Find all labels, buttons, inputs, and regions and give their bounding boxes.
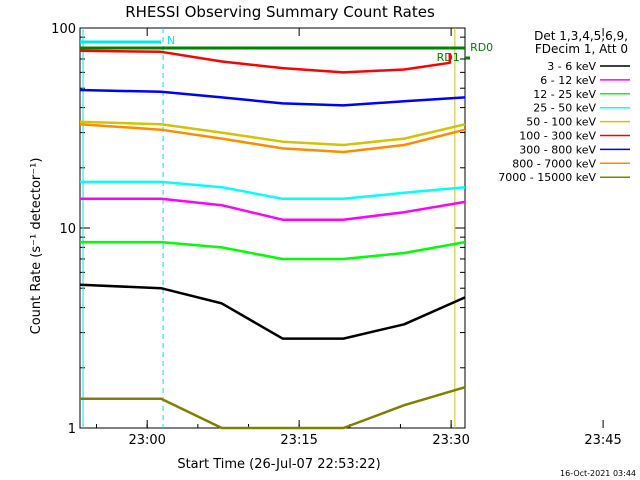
- series-line: [79, 120, 466, 147]
- x-tick-label: 23:30: [432, 433, 469, 448]
- legend-entry-label: 800 - 7000 keV: [512, 157, 596, 170]
- x-axis-label: Start Time (26-Jul-07 22:53:22): [177, 457, 380, 472]
- y-tick-label: 10: [59, 222, 76, 237]
- x-tick-label: 23:15: [280, 433, 317, 448]
- legend-entry-label: 50 - 100 keV: [526, 116, 596, 129]
- legend-entry-label: 3 - 6 keV: [547, 60, 596, 73]
- series-line: [80, 386, 466, 430]
- y-tick-label: 1: [68, 422, 76, 437]
- legend: Det 1,3,4,5,6,9, FDecim 1, Att 0 3 - 6 k…: [498, 29, 630, 184]
- y-tick-label: 100: [51, 22, 76, 37]
- y-axis-label: Count Rate (s⁻¹ detector⁻¹): [29, 158, 44, 335]
- x-tick-label: 23:00: [128, 433, 165, 448]
- legend-entry-label: 7000 - 15000 keV: [498, 171, 596, 184]
- flag-label-rd0: RD0: [470, 41, 493, 54]
- footer-date: 16-Oct-2021 03:44: [560, 469, 636, 478]
- legend-entry-label: 100 - 300 keV: [519, 130, 596, 143]
- series-line: [79, 88, 466, 107]
- legend-entry-label: 300 - 800 keV: [519, 143, 596, 156]
- series-line: [79, 49, 452, 74]
- series-line: [80, 180, 466, 201]
- legend-entry-label: 25 - 50 keV: [533, 102, 596, 115]
- plot-border: [79, 27, 466, 429]
- legend-header-line-1: Det 1,3,4,5,6,9,: [534, 29, 628, 43]
- series-line: [80, 197, 466, 221]
- series-line: [79, 283, 466, 340]
- legend-entry-label: 6 - 12 keV: [540, 74, 596, 87]
- chart-title: RHESSI Observing Summary Count Rates: [125, 3, 435, 21]
- series-line: [79, 123, 466, 154]
- plot-frame: [79, 27, 466, 429]
- series-lines: [79, 49, 466, 430]
- flag-label-n: N: [167, 34, 175, 47]
- legend-entry-label: 12 - 25 keV: [533, 88, 596, 101]
- x-tick-label: 23:45: [584, 433, 621, 448]
- period-boundary-lines: [82, 28, 456, 428]
- y-axis-ticks: 1 10 100: [51, 22, 465, 437]
- legend-header-line-2: FDecim 1, Att 0: [535, 42, 628, 56]
- series-line: [80, 240, 466, 261]
- flag-label-rd1: RD1: [437, 51, 460, 64]
- flag-bars: N RD0 RD1: [80, 34, 493, 64]
